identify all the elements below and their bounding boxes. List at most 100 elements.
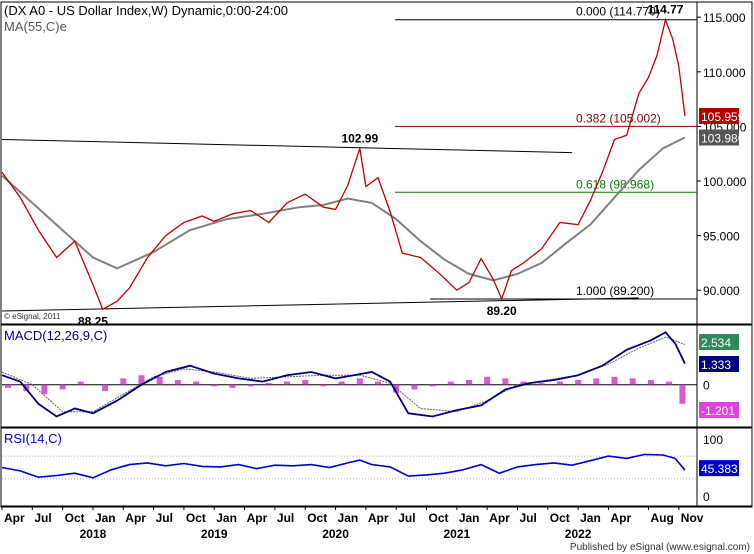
month-tick-label: Jan xyxy=(459,511,480,525)
ma55-line xyxy=(1,136,686,282)
macd-hist-bar xyxy=(247,384,254,387)
fib-label-2: 0.618 (98.968) xyxy=(576,177,654,191)
last-price-tag-bg xyxy=(699,107,739,124)
month-tick-label: Apr xyxy=(247,511,268,525)
year-tick-label: 2019 xyxy=(201,527,228,541)
rsi-line xyxy=(1,453,686,479)
macd-signal-tag: 2.534 xyxy=(701,336,731,350)
month-tick-label: Oct xyxy=(550,511,570,525)
rsi-ytick-label: 0 xyxy=(703,490,710,504)
macd-hist-tag: -1.201 xyxy=(701,404,735,418)
price-ytick-label: 90.000 xyxy=(703,284,740,298)
price-ytick-label: 95.000 xyxy=(703,230,740,244)
price-ytick-label: 115.000 xyxy=(703,11,746,25)
price-annotation: 89.20 xyxy=(487,304,517,318)
year-tick-label: 2018 xyxy=(80,527,107,541)
month-tick-label: Jan xyxy=(216,511,237,525)
macd-legend: MACD(12,26,9,C) xyxy=(4,328,107,343)
price-panel: 115.000110.000105.000100.00095.00090.000… xyxy=(1,3,747,328)
month-tick-label: Jan xyxy=(95,511,116,525)
rsi-value-tag-bg xyxy=(699,460,739,477)
month-tick-label: Jul xyxy=(34,511,51,525)
panel-frames xyxy=(0,1,753,508)
macd-hist-bar xyxy=(356,378,363,385)
fib-label-1: 0.382 (105.002) xyxy=(576,111,661,125)
macd-hist-bar xyxy=(284,381,291,385)
macd-hist-bar xyxy=(611,376,618,385)
footer-credit: Published by eSignal (www.esignal.com) xyxy=(570,542,750,553)
month-tick-label: Jul xyxy=(398,511,415,525)
macd-hist-bar xyxy=(502,378,509,385)
macd-hist-bar xyxy=(5,384,12,388)
macd-hist-bar xyxy=(302,379,309,385)
panel-border-0 xyxy=(0,1,753,325)
chart-title: (DX A0 - US Dollar Index,W) Dynamic,0:00… xyxy=(4,3,288,18)
macd-hist-bar xyxy=(429,384,436,387)
macd-panel: 0 MACD(12,26,9,C) 2.534 1.333 -1.201 xyxy=(1,328,739,418)
macd-hist-bar xyxy=(484,376,491,385)
month-tick-label: Apr xyxy=(489,511,510,525)
month-tick-label: Jul xyxy=(277,511,294,525)
macd-hist-bar xyxy=(375,381,382,385)
month-tick-label: Jan xyxy=(338,511,359,525)
macd-hist-bar xyxy=(666,381,673,385)
price-annotation: 102.99 xyxy=(341,131,378,145)
macd-hist-bar xyxy=(174,379,181,385)
month-tick-label: Jul xyxy=(519,511,536,525)
macd-hist-bar xyxy=(41,384,48,395)
month-tick-label: Apr xyxy=(610,511,631,525)
macd-hist-bar xyxy=(77,381,84,385)
macd-hist-bar xyxy=(193,381,200,385)
last-ma-tag: 103.986 xyxy=(701,131,745,145)
macd-line xyxy=(1,331,686,418)
macd-hist-bar xyxy=(647,379,654,385)
price-ytick-label: 110.000 xyxy=(703,66,746,80)
macd-hist-bar xyxy=(465,379,472,385)
macd-hist-bar xyxy=(575,379,582,385)
month-tick-label: Oct xyxy=(307,511,327,525)
macd-zero-label: 0 xyxy=(703,379,710,393)
macd-hist-bar xyxy=(265,383,272,385)
panel-border-1 xyxy=(0,324,753,428)
year-tick-label: 2021 xyxy=(443,527,470,541)
month-tick-label: Oct xyxy=(65,511,85,525)
macd-hist-bar xyxy=(520,381,527,385)
macd-hist-bar xyxy=(538,383,545,385)
panel-border-2 xyxy=(0,427,753,508)
macd-hist-bar xyxy=(211,384,218,387)
month-tick-label: Apr xyxy=(368,511,389,525)
fib-label-0: 0.000 (114.770) xyxy=(576,5,660,19)
month-tick-label: Apr xyxy=(125,511,146,525)
price-ytick-label: 100.000 xyxy=(703,175,747,189)
macd-hist-bar xyxy=(156,376,163,385)
macd-value-tag: 1.333 xyxy=(701,358,731,372)
macd-hist-bar xyxy=(629,378,636,385)
macd-hist-bar xyxy=(229,384,236,388)
year-tick-label: 2022 xyxy=(565,527,592,541)
time-axis: Apr Jul Oct Jan Apr Jul Oct Jan Apr Jul Oct Jan Apr J… xyxy=(1,506,704,541)
macd-hist-bar xyxy=(138,375,145,385)
rsi-ytick-label: 100 xyxy=(703,433,723,447)
year-tick-label: 2020 xyxy=(322,527,349,541)
macd-hist-bar xyxy=(120,378,127,385)
price-annotation: 88.25 xyxy=(78,314,108,328)
macd-hist-bar xyxy=(102,384,109,392)
rsi-value-tag: 45.383 xyxy=(701,462,738,476)
trendline-2 xyxy=(1,297,639,312)
month-tick-label: Jan xyxy=(580,511,601,525)
fib-label-3: 1.000 (89.200) xyxy=(576,284,654,298)
macd-signal-tag-bg xyxy=(699,334,739,350)
macd-hist-bar xyxy=(338,381,345,385)
ma-legend: MA(55,C)e xyxy=(4,19,67,34)
month-tick-label: Apr xyxy=(4,511,25,525)
month-tick-label: Aug xyxy=(650,511,673,525)
macd-hist-bar xyxy=(556,381,563,385)
watermark: © eSignal, 2011 xyxy=(4,312,61,321)
trendline-1 xyxy=(1,139,573,154)
last-ma-tag-bg xyxy=(699,129,739,146)
rsi-panel: 100500RSI(14,C)45.383 xyxy=(1,431,739,504)
macd-value-tag-bg xyxy=(699,356,739,372)
month-tick-label: Nov xyxy=(681,511,704,525)
